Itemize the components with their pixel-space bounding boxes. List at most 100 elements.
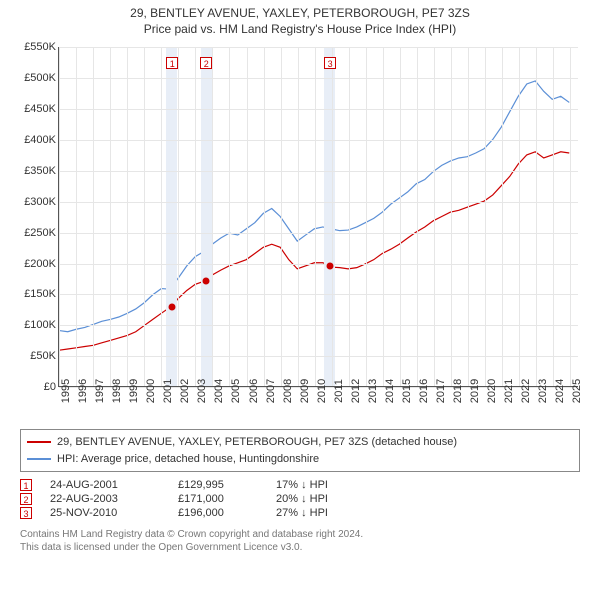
x-axis-label: 2010 (314, 379, 328, 403)
x-axis-label: 2025 (569, 379, 583, 403)
grid-line-h (59, 233, 578, 234)
x-axis-label: 2008 (280, 379, 294, 403)
grid-line-v (485, 47, 486, 386)
x-axis-label: 2004 (211, 379, 225, 403)
chart-title-block: 29, BENTLEY AVENUE, YAXLEY, PETERBOROUGH… (0, 0, 600, 39)
transaction-row: 325-NOV-2010£196,00027% ↓ HPI (20, 506, 580, 520)
transaction-date: 24-AUG-2001 (50, 479, 160, 491)
x-axis-label: 1999 (126, 379, 140, 403)
grid-line-h (59, 78, 578, 79)
x-axis-label: 2009 (297, 379, 311, 403)
grid-line-v (76, 47, 77, 386)
highlight-band (166, 47, 177, 386)
y-axis-label: £250K (24, 227, 56, 239)
chart-marker: 2 (200, 57, 212, 69)
grid-line-v (570, 47, 571, 386)
transaction-date: 22-AUG-2003 (50, 493, 160, 505)
x-axis-label: 2023 (535, 379, 549, 403)
x-axis-label: 2017 (433, 379, 447, 403)
transactions-table: 1 24-AUG-2001 £129,995 17% ↓ HPI 2 22-AUG-200… (20, 478, 580, 520)
grid-line-v (247, 47, 248, 386)
x-axis-label: 1997 (92, 379, 106, 403)
transaction-marker: 2 (20, 493, 32, 505)
x-axis-label: 2021 (501, 379, 515, 403)
grid-line-h (59, 171, 578, 172)
grid-line-v (93, 47, 94, 386)
grid-line-v (161, 47, 162, 386)
grid-line-v (195, 47, 196, 386)
grid-line-v (212, 47, 213, 386)
x-axis-label: 2011 (331, 379, 345, 403)
legend: 29, BENTLEY AVENUE, YAXLEY, PETERBOROUGH… (20, 429, 580, 472)
grid-line-v (178, 47, 179, 386)
grid-line-v (59, 47, 60, 386)
grid-line-v (434, 47, 435, 386)
transaction-row: 1 24-AUG-2001 £129,995 17% ↓ HPI (20, 478, 580, 492)
y-axis-label: £300K (24, 196, 56, 208)
grid-line-v (451, 47, 452, 386)
transaction-price: £129,995 (178, 479, 258, 491)
footer-line-1: Contains HM Land Registry data © Crown c… (20, 528, 580, 541)
y-axis-label: £450K (24, 103, 56, 115)
x-axis-label: 2006 (246, 379, 260, 403)
grid-line-v (519, 47, 520, 386)
grid-line-h (59, 202, 578, 203)
x-axis-label: 2015 (399, 379, 413, 403)
x-axis-label: 2014 (382, 379, 396, 403)
highlight-band (324, 47, 335, 386)
grid-line-h (59, 356, 578, 357)
y-axis-label: £50K (30, 350, 56, 362)
y-axis-label: £200K (24, 258, 56, 270)
x-axis-label: 2024 (552, 379, 566, 403)
grid-line-h (59, 109, 578, 110)
legend-item: HPI: Average price, detached house, Hunt… (27, 451, 573, 468)
plot-area: 1 2 3 (58, 47, 578, 387)
grid-line-v (383, 47, 384, 386)
transaction-dot (169, 303, 176, 310)
grid-line-h (59, 140, 578, 141)
x-axis-label: 2019 (467, 379, 481, 403)
legend-item: 29, BENTLEY AVENUE, YAXLEY, PETERBOROUGH… (27, 434, 573, 451)
x-axis-label: 2005 (228, 379, 242, 403)
legend-swatch (27, 441, 51, 443)
title-line-2: Price paid vs. HM Land Registry's House … (0, 22, 600, 38)
grid-line-h (59, 264, 578, 265)
y-axis-label: £550K (24, 41, 56, 53)
transaction-marker: 1 (20, 479, 32, 491)
grid-line-v (229, 47, 230, 386)
x-axis-label: 2020 (484, 379, 498, 403)
y-axis-label: £500K (24, 72, 56, 84)
transaction-marker: 3 (20, 507, 32, 519)
legend-label: HPI: Average price, detached house, Hunt… (57, 451, 319, 468)
transaction-diff: 17% ↓ HPI (276, 479, 376, 491)
transaction-dot (327, 263, 334, 270)
x-axis-label: 2001 (160, 379, 174, 403)
x-axis-label: 1995 (58, 379, 72, 403)
grid-line-v (366, 47, 367, 386)
y-axis-label: £100K (24, 319, 56, 331)
grid-line-v (315, 47, 316, 386)
transaction-dot (203, 278, 210, 285)
grid-line-h (59, 325, 578, 326)
grid-line-v (417, 47, 418, 386)
grid-line-h (59, 47, 578, 48)
transaction-row: 222-AUG-2003£171,00020% ↓ HPI (20, 492, 580, 506)
grid-line-v (400, 47, 401, 386)
x-axis-label: 2000 (143, 379, 157, 403)
x-axis-label: 1998 (109, 379, 123, 403)
transaction-diff: 27% ↓ HPI (276, 507, 376, 519)
x-axis-label: 2012 (348, 379, 362, 403)
highlight-band (201, 47, 212, 386)
grid-line-v (468, 47, 469, 386)
x-axis-label: 2007 (263, 379, 277, 403)
footer-line-2: This data is licensed under the Open Gov… (20, 541, 580, 554)
chart-marker: 1 (166, 57, 178, 69)
chart-marker: 3 (324, 57, 336, 69)
grid-line-v (264, 47, 265, 386)
x-axis-label: 2016 (416, 379, 430, 403)
grid-line-h (59, 294, 578, 295)
chart: 123 £0£50K£100K£150K£200K£250K£300K£350K… (10, 43, 590, 423)
x-axis-label: 1996 (75, 379, 89, 403)
x-axis-label: 2018 (450, 379, 464, 403)
grid-line-v (332, 47, 333, 386)
